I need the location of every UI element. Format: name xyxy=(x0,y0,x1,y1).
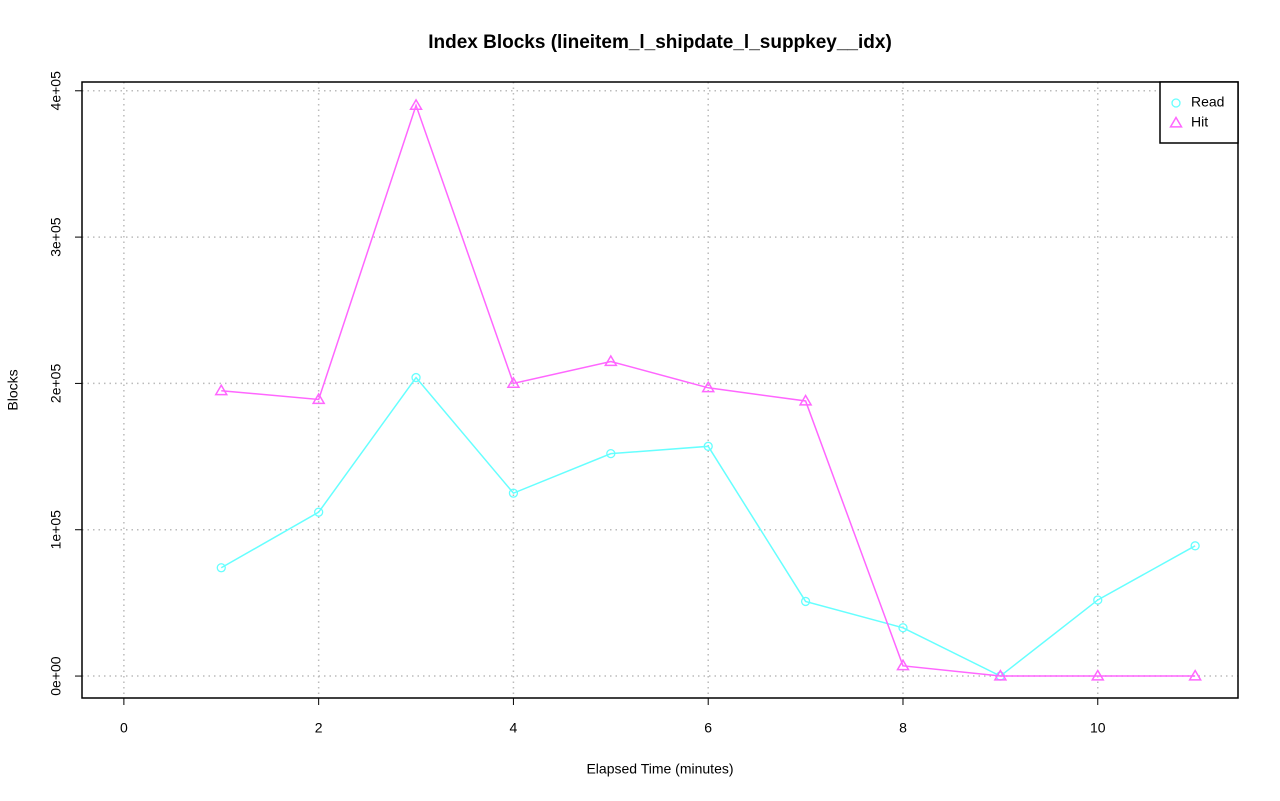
data-point xyxy=(508,488,519,498)
data-point xyxy=(214,383,229,396)
legend-label: Read xyxy=(1191,94,1224,110)
y-tick-label: 0e+00 xyxy=(48,656,64,696)
data-point xyxy=(606,448,616,459)
x-axis-label: Elapsed Time (minutes) xyxy=(586,761,733,777)
data-point xyxy=(1090,669,1105,681)
data-point xyxy=(703,441,713,451)
data-point xyxy=(701,380,716,393)
series-line xyxy=(221,103,1196,677)
y-tick-label: 1e+05 xyxy=(48,510,64,550)
data-point xyxy=(1190,541,1200,551)
x-tick-label: 8 xyxy=(899,720,907,736)
data-point xyxy=(1188,669,1202,681)
y-tick-label: 4e+05 xyxy=(48,71,64,111)
x-tick-label: 0 xyxy=(120,720,128,736)
data-point xyxy=(800,596,811,607)
data-point xyxy=(216,563,226,573)
data-point xyxy=(1093,595,1103,605)
legend-box xyxy=(1159,81,1239,144)
legend-label: Hit xyxy=(1191,114,1208,130)
data-point xyxy=(896,658,910,671)
plot-frame xyxy=(81,81,1239,699)
chart-title: Index Blocks (lineitem_l_shipdate_l_supp… xyxy=(428,32,892,53)
y-axis-label: Blocks xyxy=(5,369,21,410)
data-point xyxy=(409,98,423,111)
series-line xyxy=(220,376,1196,677)
legend-marker xyxy=(1171,98,1181,108)
data-point xyxy=(314,507,324,517)
data-point xyxy=(993,669,1008,681)
y-tick-label: 3e+05 xyxy=(48,217,64,257)
data-point xyxy=(311,392,326,405)
data-point xyxy=(798,393,813,406)
x-tick-label: 10 xyxy=(1090,720,1106,736)
data-point xyxy=(898,623,908,633)
legend-marker xyxy=(1169,116,1183,128)
x-tick-label: 2 xyxy=(315,720,323,736)
data-point xyxy=(604,354,618,367)
y-tick-label: 2e+05 xyxy=(48,364,64,404)
data-point xyxy=(506,376,521,389)
x-tick-label: 4 xyxy=(510,720,518,736)
x-tick-label: 6 xyxy=(704,720,712,736)
data-point xyxy=(411,372,421,383)
